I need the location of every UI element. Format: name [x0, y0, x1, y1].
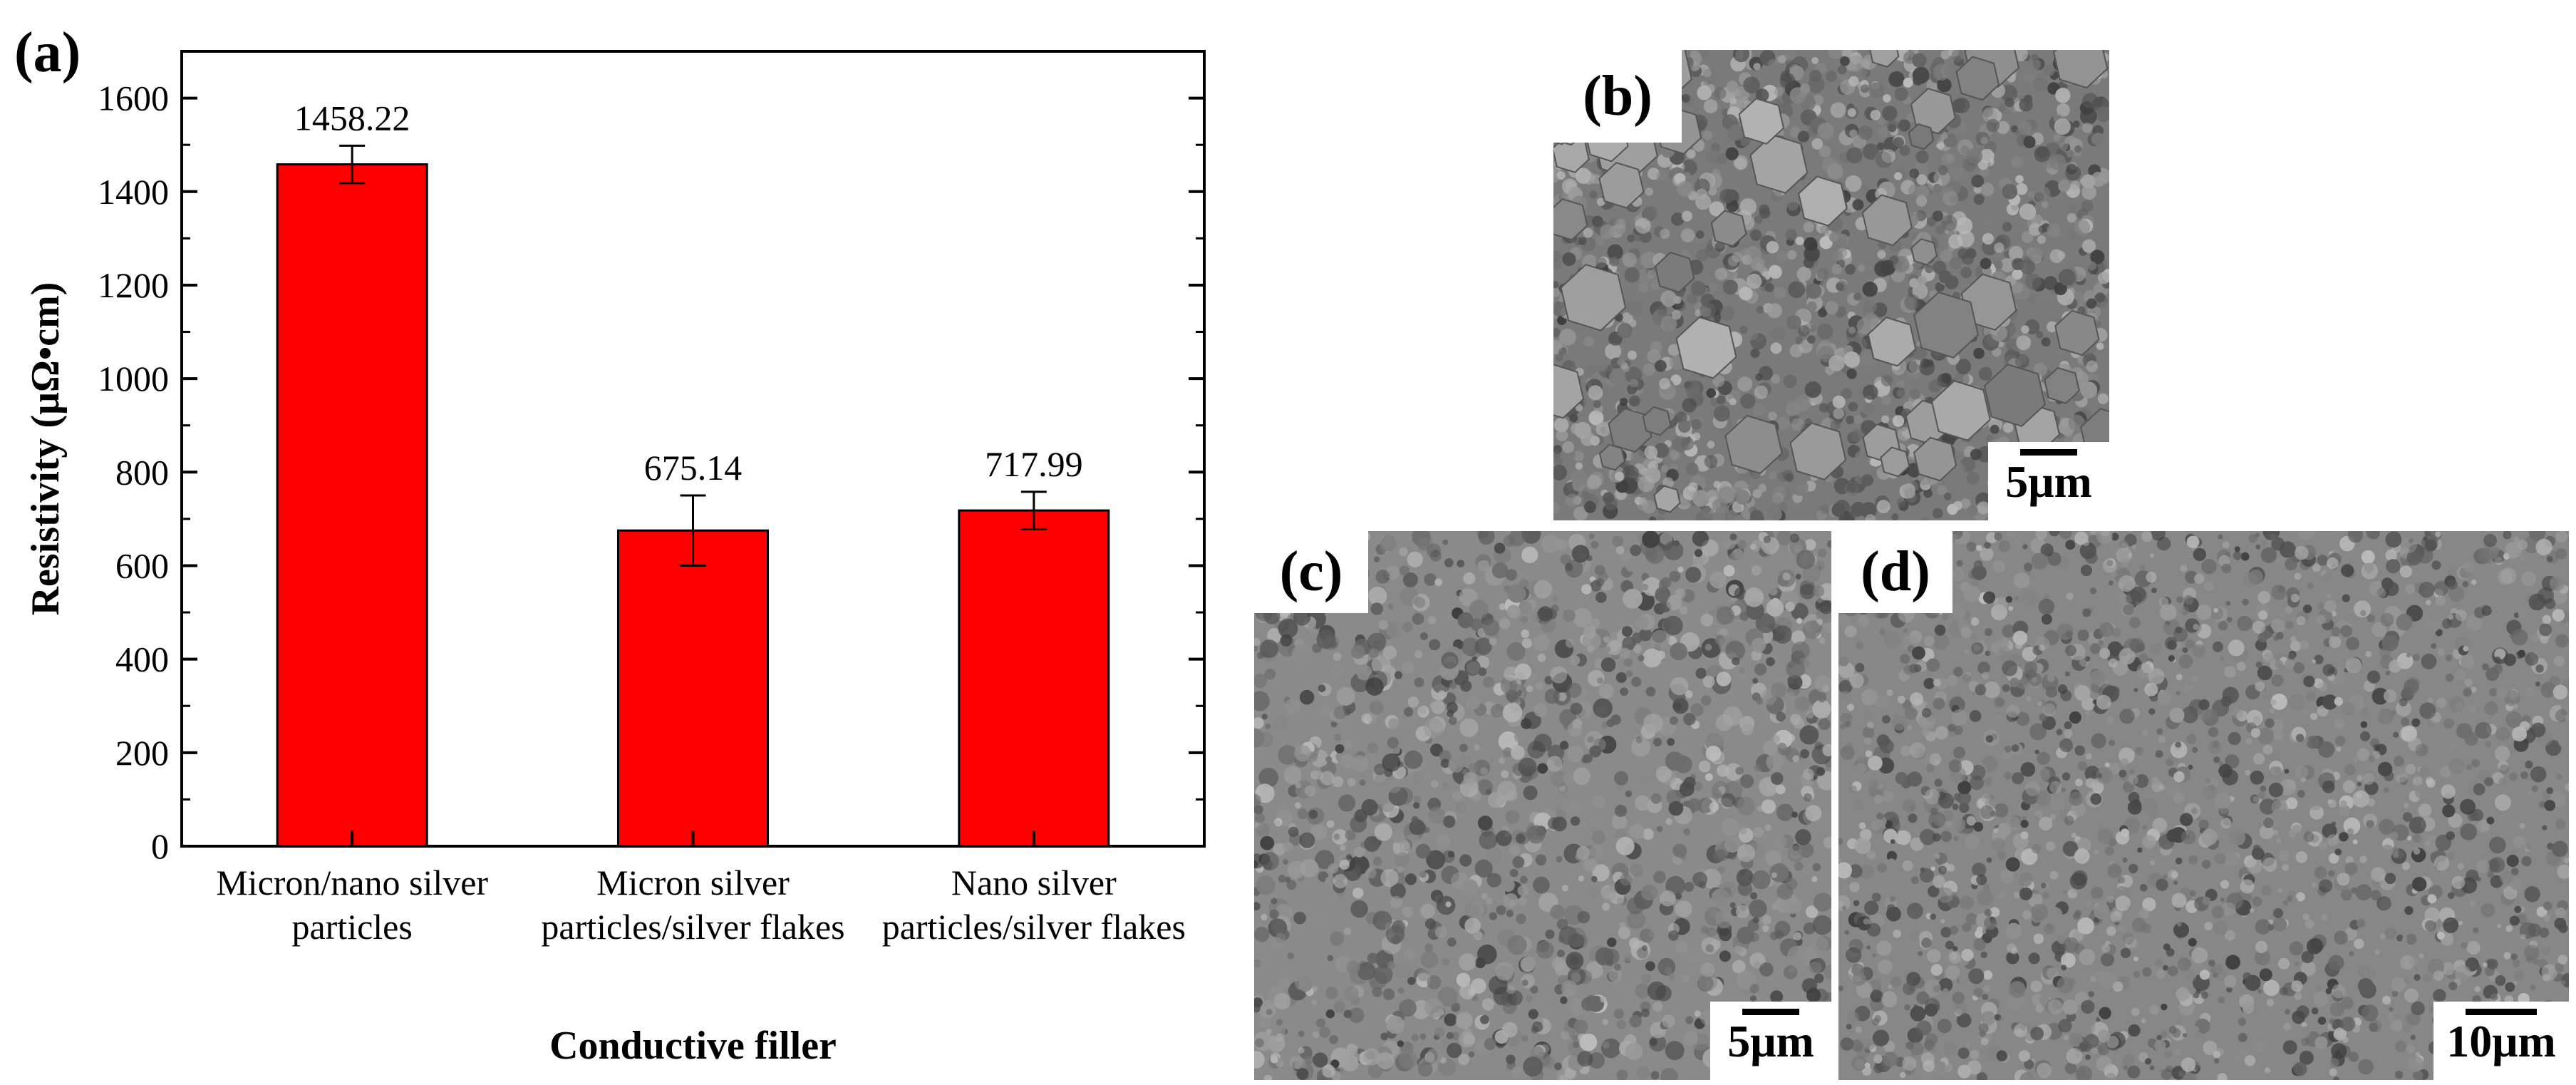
y-tick-label-0: 0: [151, 826, 169, 866]
x-tick-label-1-0: Micron silver: [596, 863, 790, 903]
scale-bar-d: 10μm: [2433, 1002, 2569, 1080]
bar-0: [276, 163, 428, 848]
value-label-1: 675.14: [644, 448, 743, 488]
x-axis-title: Conductive filler: [549, 1024, 837, 1068]
scale-bar-label-d: 10μm: [2446, 1016, 2556, 1066]
x-tick-label-2-0: Nano silver: [951, 863, 1117, 903]
micrograph-b: (b) 5μm: [1553, 50, 2109, 520]
micrograph-c-texture: [1254, 531, 1831, 1080]
x-tick-label-0-1: particles: [291, 907, 412, 947]
scale-bar-line-c: [1742, 1009, 1799, 1015]
y-tick-label-1200: 1200: [98, 265, 169, 305]
panel-label-c: (c): [1254, 531, 1368, 613]
scale-bar-c: 5μm: [1710, 1002, 1831, 1080]
panel-label-a: (a): [14, 21, 81, 84]
resistivity-bar-chart: (a) 0 200 400 600 800 1000 1200 1400 1600 1458.22 M…: [14, 21, 1206, 1068]
scale-bar-line-b: [2020, 449, 2077, 456]
micrograph-d: (d) 10μm: [1838, 531, 2569, 1080]
scale-bar-line-d: [2466, 1009, 2537, 1015]
scale-bar-b: 5μm: [1988, 442, 2109, 520]
bar-2: [958, 509, 1110, 848]
scale-bar-label-c: 5μm: [1727, 1016, 1814, 1066]
y-tick-label-600: 600: [115, 545, 169, 585]
y-tick-label-1400: 1400: [98, 172, 169, 212]
y-tick-label-1000: 1000: [98, 359, 169, 398]
x-tick-label-0-0: Micron/nano silver: [216, 863, 488, 903]
x-tick-label-2-1: particles/silver flakes: [882, 907, 1186, 947]
micrograph-d-texture: [1838, 531, 2569, 1080]
value-label-2: 717.99: [985, 444, 1083, 484]
y-axis-title: Resistivity (μΩ•cm): [24, 282, 68, 616]
panel-label-b: (b): [1553, 50, 1682, 143]
y-tick-label-400: 400: [115, 639, 169, 679]
y-tick-label-800: 800: [115, 452, 169, 492]
micrograph-c: (c) 5μm: [1254, 531, 1831, 1080]
panel-label-d: (d): [1838, 531, 1952, 613]
x-tick-label-1-1: particles/silver flakes: [541, 907, 844, 947]
value-label-0: 1458.22: [294, 98, 410, 138]
y-tick-label-200: 200: [115, 733, 169, 773]
bar-1: [617, 529, 769, 848]
scale-bar-label-b: 5μm: [2005, 456, 2092, 507]
y-tick-label-1600: 1600: [98, 78, 169, 118]
